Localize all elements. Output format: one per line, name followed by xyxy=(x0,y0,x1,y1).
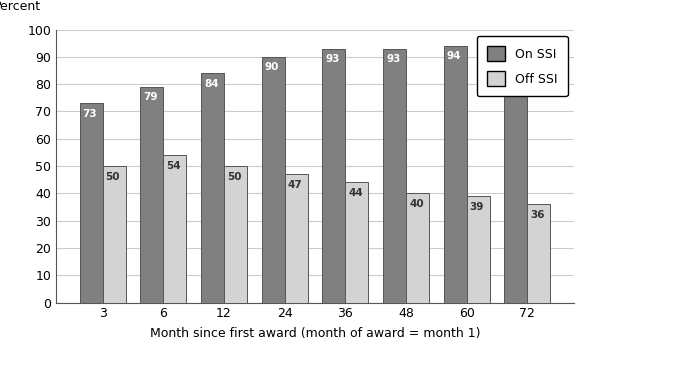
Bar xyxy=(527,204,550,303)
Bar xyxy=(262,57,285,303)
Text: 50: 50 xyxy=(227,172,242,182)
Text: 94: 94 xyxy=(447,51,461,61)
Text: Percent: Percent xyxy=(0,0,41,13)
Bar xyxy=(80,103,103,303)
Bar xyxy=(285,174,308,303)
Text: 90: 90 xyxy=(265,62,279,72)
Text: 93: 93 xyxy=(326,54,340,64)
Bar xyxy=(163,155,186,303)
Bar xyxy=(345,182,368,303)
Text: 39: 39 xyxy=(470,201,484,211)
Bar xyxy=(504,43,527,303)
Text: 47: 47 xyxy=(288,180,302,190)
Bar xyxy=(103,166,126,303)
Bar xyxy=(201,73,224,303)
Bar xyxy=(322,49,345,303)
Bar xyxy=(224,166,247,303)
Text: 93: 93 xyxy=(386,54,400,64)
Text: 50: 50 xyxy=(106,172,120,182)
Text: 44: 44 xyxy=(349,188,363,198)
Text: 84: 84 xyxy=(204,79,218,89)
Text: 40: 40 xyxy=(409,199,423,209)
X-axis label: Month since first award (month of award = month 1): Month since first award (month of award … xyxy=(150,327,480,340)
Text: 95: 95 xyxy=(508,49,522,59)
Text: 36: 36 xyxy=(531,210,545,220)
Bar xyxy=(444,46,467,303)
Bar xyxy=(406,193,429,303)
Legend: On SSI, Off SSI: On SSI, Off SSI xyxy=(477,36,568,96)
Text: 54: 54 xyxy=(167,161,181,170)
Text: 73: 73 xyxy=(83,109,97,119)
Bar xyxy=(383,49,406,303)
Bar xyxy=(467,196,490,303)
Bar xyxy=(140,87,163,303)
Text: 79: 79 xyxy=(144,92,158,102)
